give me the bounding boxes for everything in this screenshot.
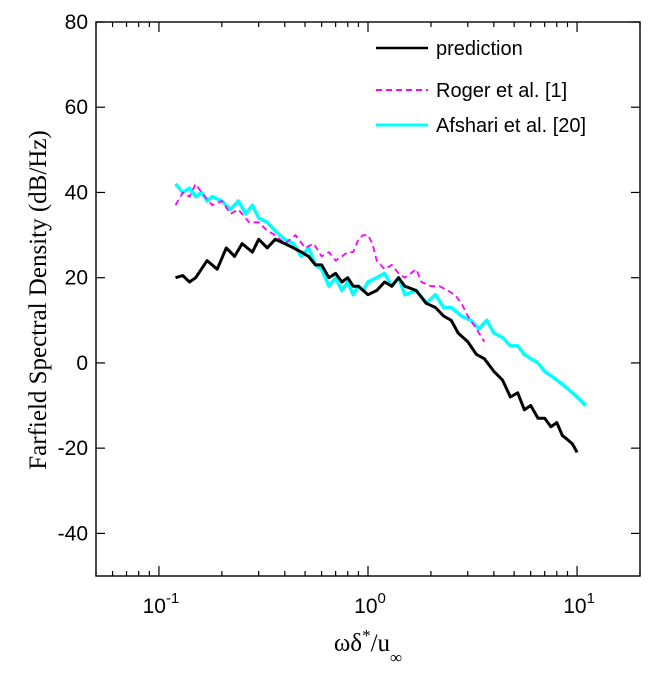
- y-axis-label: Farfield Spectral Density (dB/Hz): [25, 130, 52, 470]
- x-tick-label-base: 10: [563, 595, 586, 618]
- series-2-line: [174, 182, 587, 407]
- y-tick-label: -20: [58, 437, 88, 460]
- y-tick-label: 60: [65, 96, 88, 119]
- x-tick-label: 10-1: [143, 590, 180, 618]
- x-tick-label: 100: [354, 590, 386, 618]
- x-axis-label: ωδ*/u∞: [334, 626, 402, 667]
- x-axis-label-u: /u: [371, 630, 391, 657]
- y-tick-label: 40: [65, 181, 88, 204]
- x-tick-label-exp: 1: [587, 590, 595, 607]
- x-tick-label: 101: [563, 590, 595, 618]
- x-tick-label-exp: 0: [378, 590, 386, 607]
- y-tick-label: -40: [58, 522, 88, 545]
- series-layer: [174, 182, 587, 454]
- legend-label-roger: Roger et al. [1]: [436, 80, 567, 102]
- plot-area: [95, 21, 641, 577]
- y-tick-label: 20: [65, 267, 88, 290]
- legend-label-prediction: prediction: [436, 38, 523, 60]
- legend: prediction Roger et al. [1] Afshari et a…: [376, 38, 586, 137]
- series-1-line: [174, 182, 486, 343]
- y-tick-label: 80: [65, 11, 88, 34]
- x-tick-label-exp: -1: [166, 590, 179, 607]
- x-axis-label-inf: ∞: [390, 648, 402, 667]
- y-tick-label: 0: [76, 352, 88, 375]
- x-axis-label-star: *: [362, 626, 371, 645]
- x-tick-label-base: 10: [143, 595, 166, 618]
- x-tick-label-base: 10: [354, 595, 377, 618]
- x-axis-label-omega: ωδ: [334, 630, 362, 657]
- series-0-line: [175, 237, 579, 454]
- legend-label-afshari: Afshari et al. [20]: [436, 115, 586, 137]
